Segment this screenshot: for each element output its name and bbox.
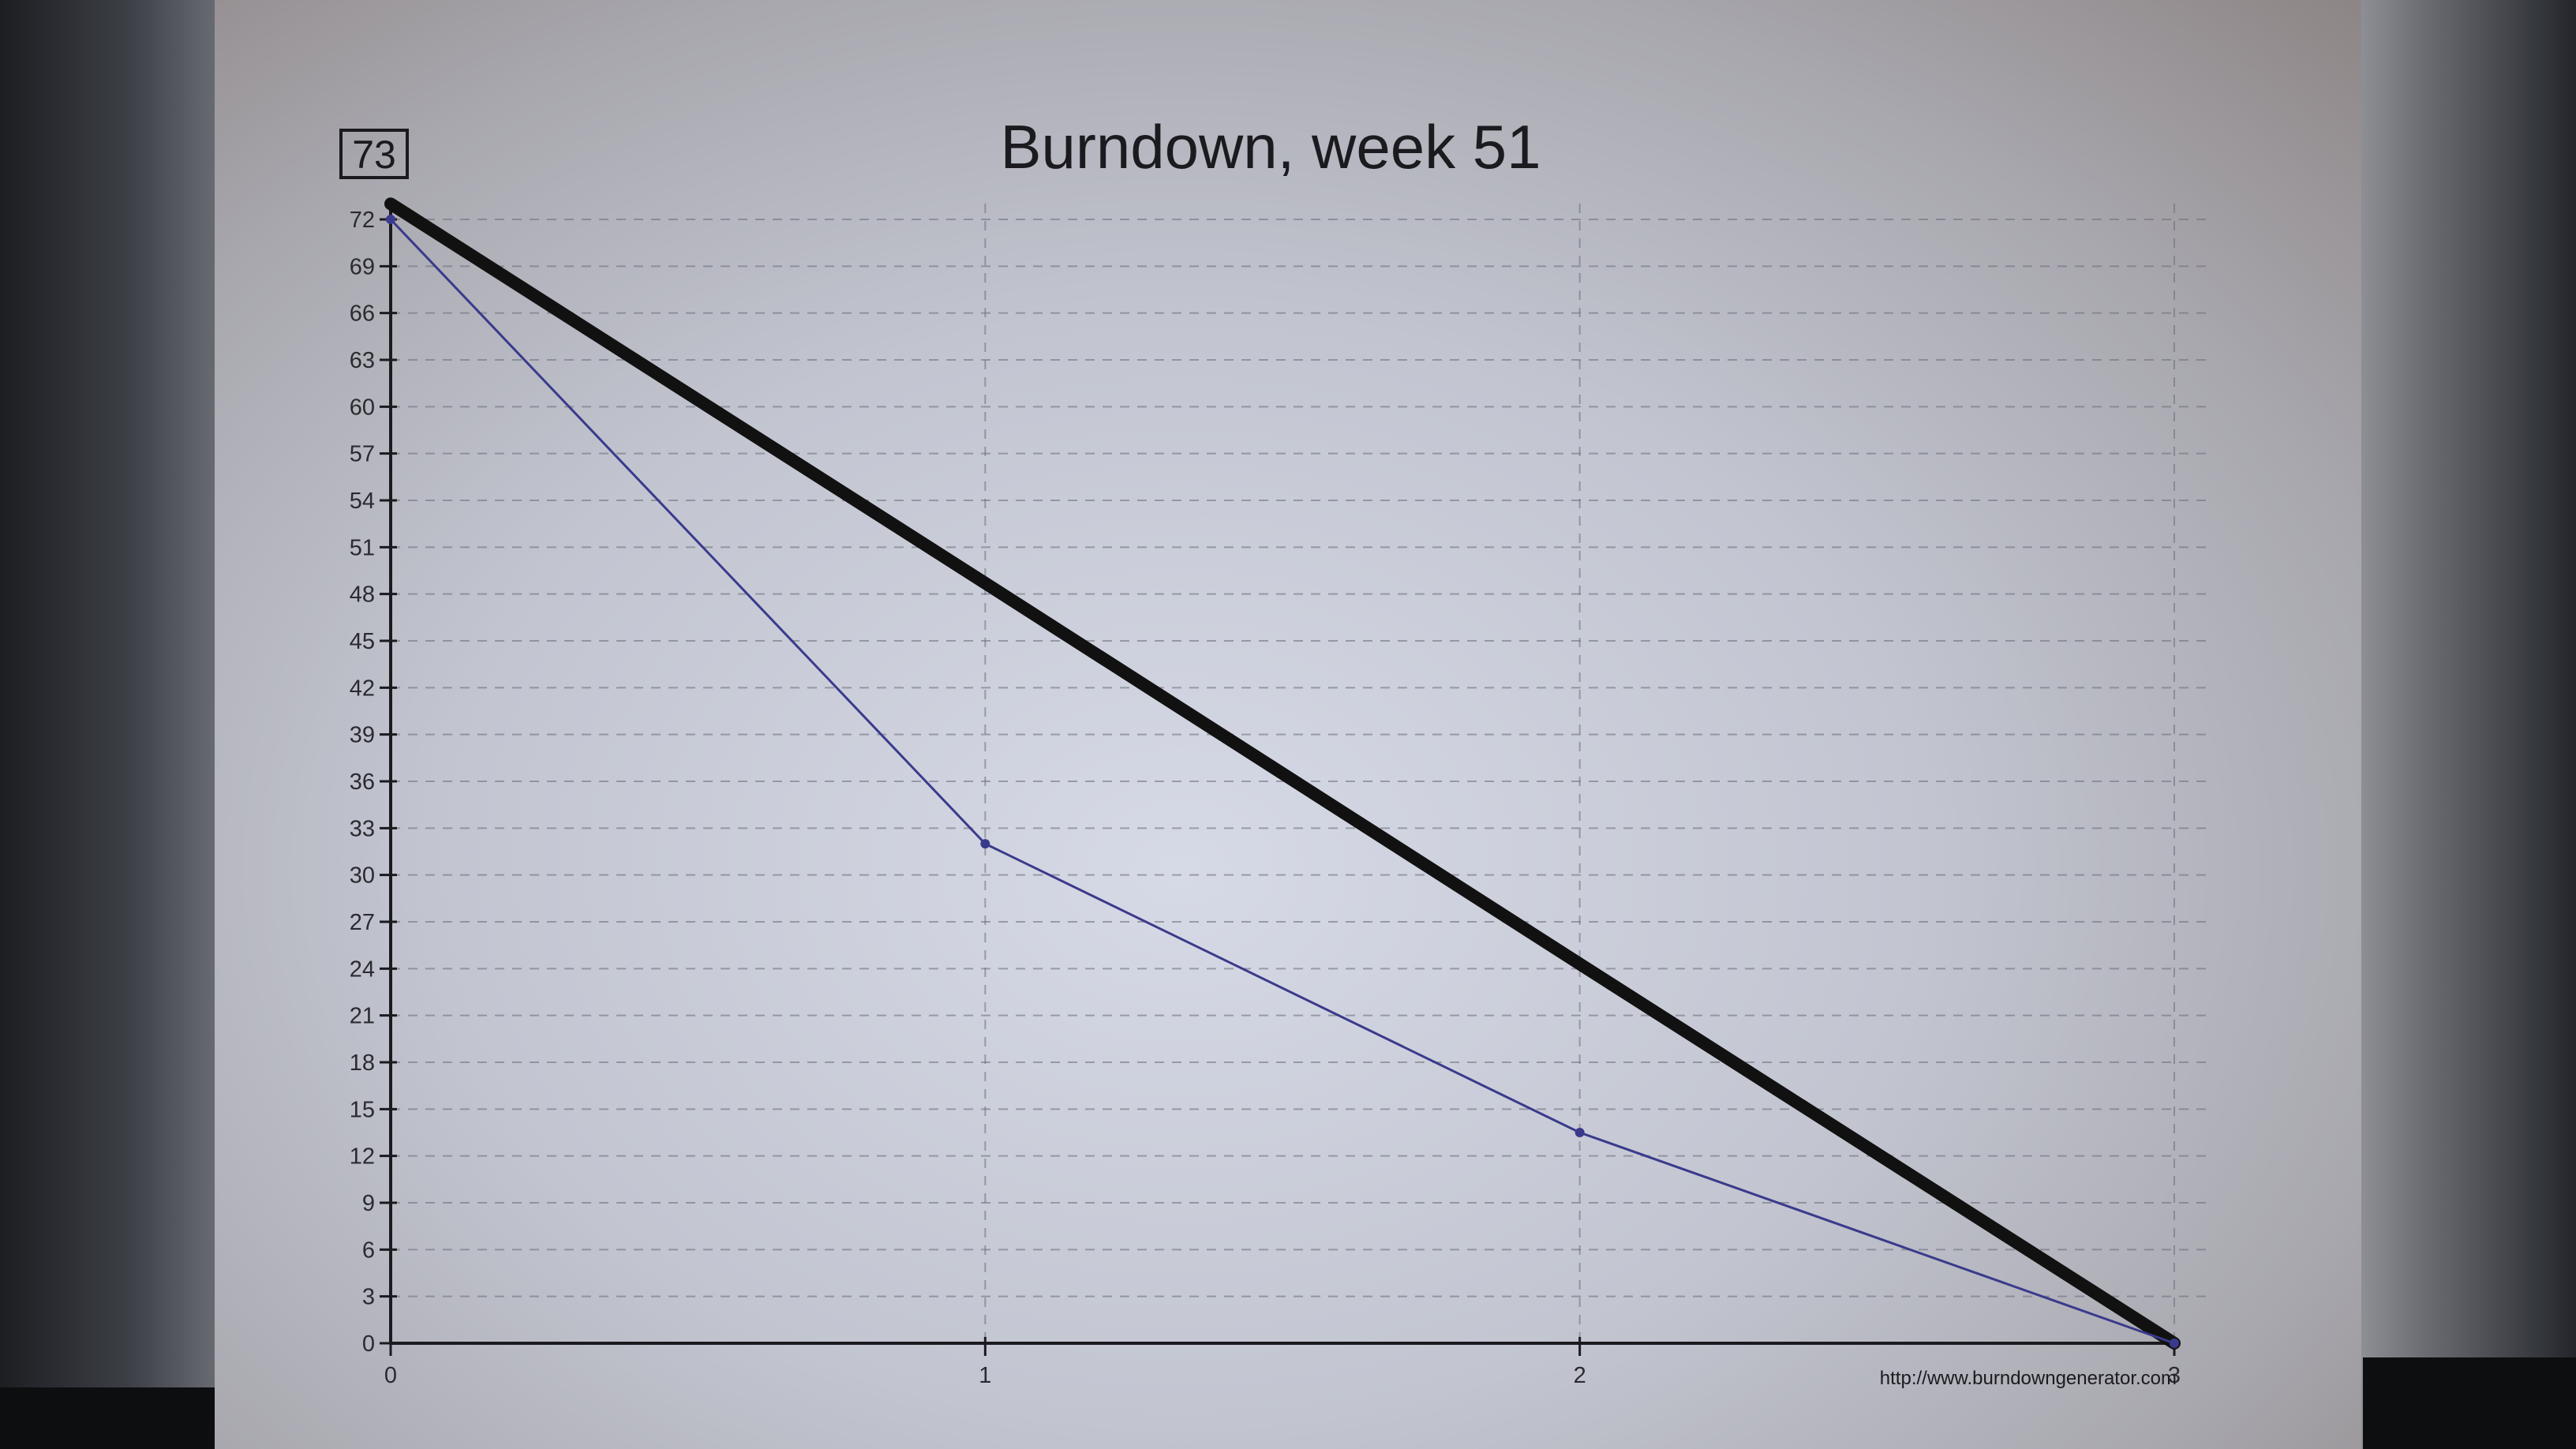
y-tick-label-15: 15 (350, 1097, 375, 1122)
actual-point-0 (386, 215, 395, 224)
axes (389, 204, 2174, 1345)
total-points-label: 73 (352, 133, 396, 177)
y-tick-label-30: 30 (350, 863, 375, 889)
actual-burndown-line (389, 218, 2176, 1345)
y-tick-label-0: 0 (362, 1331, 375, 1357)
y-tick-label-3: 3 (362, 1285, 375, 1310)
x-tick-label-3: 3 (2168, 1363, 2181, 1388)
chart-title: Burndown, week 51 (1000, 112, 1541, 182)
y-tick-label-51: 51 (350, 535, 375, 560)
y-tick-label-36: 36 (350, 769, 375, 795)
y-tick-label-39: 39 (350, 723, 375, 748)
y-tick-label-9: 9 (362, 1191, 375, 1216)
source-url: http://www.burndowngenerator.com (1880, 1368, 2177, 1389)
x-axis-ticks: 0 1 2 3 (384, 1337, 2181, 1388)
bottom-left-shadow (0, 1387, 215, 1449)
y-tick-label-24: 24 (350, 957, 375, 982)
y-tick-label-69: 69 (350, 254, 375, 279)
y-tick-label-63: 63 (350, 348, 375, 373)
y-tick-label-27: 27 (350, 910, 375, 935)
y-tick-label-12: 12 (350, 1144, 375, 1170)
y-tick-label-57: 57 (350, 442, 375, 467)
y-tick-label-6: 6 (362, 1237, 375, 1263)
y-tick-label-54: 54 (350, 489, 375, 514)
grid-lines (391, 204, 2206, 1343)
x-tick-label-2: 2 (1574, 1363, 1586, 1388)
right-shadow (2361, 0, 2576, 1449)
y-tick-label-48: 48 (350, 582, 375, 608)
y-axis-ticks: 0369121518212427303336394245485154576063… (350, 208, 397, 1357)
actual-point-2 (1574, 1128, 1585, 1137)
x-tick-label-0: 0 (384, 1363, 397, 1388)
left-shadow (0, 0, 215, 1449)
y-tick-label-45: 45 (350, 629, 375, 654)
series-lines (384, 197, 2181, 1350)
x-tick-label-1: 1 (979, 1363, 991, 1388)
actual-point-3 (2170, 1339, 2179, 1348)
y-tick-label-21: 21 (350, 1004, 375, 1029)
y-tick-label-18: 18 (350, 1050, 375, 1076)
y-tick-label-60: 60 (350, 395, 375, 420)
total-box-frame (339, 129, 409, 179)
y-tick-label-66: 66 (350, 301, 375, 327)
y-tick-label-33: 33 (350, 816, 375, 841)
actual-point-1 (980, 839, 990, 849)
ideal-burndown-line (384, 197, 2181, 1350)
y-tick-label-72: 72 (350, 208, 375, 233)
y-tick-label-42: 42 (350, 676, 375, 701)
bottom-right-shadow (2363, 1357, 2576, 1449)
paper-sheet (215, 0, 2361, 1449)
